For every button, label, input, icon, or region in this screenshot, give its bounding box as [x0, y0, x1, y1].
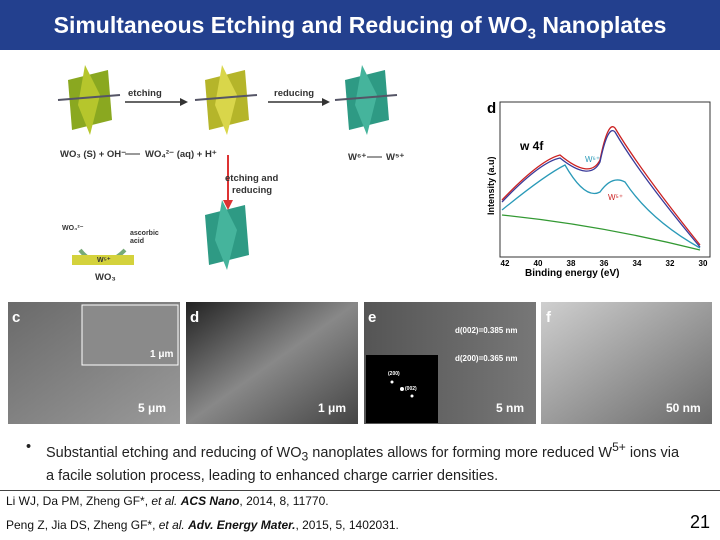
- scale-label: 50 nm: [666, 401, 701, 415]
- crystal: [194, 65, 258, 135]
- authors: Peng Z, Jia DS, Zheng GF*,: [6, 518, 159, 532]
- inset: [81, 304, 179, 366]
- scale-label: 5 nm: [496, 401, 524, 415]
- reference: Li WJ, Da PM, Zheng GF*, et al. ACS Nano…: [6, 494, 329, 508]
- reference: Peng Z, Jia DS, Zheng GF*, et al. Adv. E…: [6, 518, 399, 532]
- curve: [501, 130, 701, 248]
- x-tick-label: 38: [567, 259, 576, 268]
- scale-label: 1 μm: [150, 349, 173, 360]
- panel-letter: c: [12, 309, 20, 326]
- label: reducing: [274, 88, 314, 99]
- label: reducing: [232, 185, 272, 196]
- title-text: Nanoplates: [536, 12, 667, 38]
- text: nanoplates allows for forming more reduc…: [308, 444, 613, 461]
- label: WO₃: [95, 272, 116, 283]
- subscript: 3: [301, 449, 309, 464]
- spot: [390, 380, 394, 384]
- x-tick-label: 40: [534, 259, 543, 268]
- label: etching: [128, 88, 162, 99]
- label: d(002)=0.385 nm: [455, 326, 517, 335]
- label: w 4f: [519, 139, 544, 153]
- micrograph: [541, 302, 712, 424]
- scale-label: 1 μm: [318, 401, 346, 415]
- et-al: et al.: [151, 494, 178, 508]
- arrow-head: [223, 200, 233, 210]
- journal: Adv. Energy Mater.: [188, 518, 296, 532]
- x-tick-label: 36: [600, 259, 609, 268]
- label: W⁶⁺: [348, 152, 366, 163]
- label: ascorbic: [130, 230, 159, 237]
- x-ticks: 42 40 38 36 34 32 30: [501, 259, 708, 268]
- text: Substantial etching and reducing of WO: [46, 444, 302, 461]
- figure: etching reducing WO₃ (S) + OH⁻ WO₄²⁻ (aq…: [8, 65, 712, 424]
- panel-letter: e: [368, 309, 376, 326]
- scale-label: 5 μm: [138, 401, 166, 415]
- panel-letter: f: [546, 309, 552, 326]
- curve: [501, 214, 701, 251]
- spot: [400, 387, 404, 391]
- bullet-dot: •: [26, 439, 32, 455]
- page-number: 21: [690, 512, 711, 532]
- divider: [0, 490, 720, 491]
- crystal: [57, 65, 121, 135]
- x-tick-label: 34: [633, 259, 642, 268]
- details: , 2015, 5, 1402031.: [295, 518, 399, 532]
- label: WO₃ (S) + OH⁻: [60, 149, 126, 160]
- axis-label: Binding energy (eV): [525, 268, 619, 279]
- label: (002): [405, 386, 417, 392]
- title-subscript: 3: [527, 25, 537, 43]
- substrate: [72, 255, 134, 265]
- crystal: [205, 200, 249, 270]
- xps-plot: d w 4f Intensity (a.u) W⁶⁺ W⁵⁺ 42 40 38 36 3…: [486, 100, 711, 279]
- label: WO₄²⁻: [62, 225, 84, 232]
- label: W⁵⁺: [608, 193, 623, 202]
- title-text: Simultaneous Etching and Reducing of WO: [53, 12, 528, 38]
- label: d(200)=0.365 nm: [455, 354, 517, 363]
- x-tick-label: 32: [666, 259, 675, 268]
- spot: [410, 394, 414, 398]
- label: W⁵⁺: [386, 152, 404, 163]
- x-tick-label: 42: [501, 259, 510, 268]
- journal: ACS Nano: [180, 494, 240, 508]
- authors: Li WJ, Da PM, Zheng GF*,: [6, 494, 152, 508]
- details: , 2014, 8, 11770.: [239, 494, 329, 508]
- label: etching and: [225, 173, 279, 184]
- axes: [499, 101, 711, 258]
- crystal: [334, 65, 398, 135]
- axis-label: Intensity (a.u): [486, 156, 496, 215]
- label: WO₄²⁻ (aq) + H⁺: [145, 149, 217, 160]
- schematic: etching reducing WO₃ (S) + OH⁻ WO₄²⁻ (aq…: [57, 65, 404, 283]
- et-al: et al.: [158, 518, 185, 532]
- label: W⁵⁺: [97, 257, 111, 264]
- label: acid: [130, 238, 144, 245]
- x-tick-label: 30: [699, 259, 708, 268]
- arrow-head: [180, 98, 188, 106]
- panel-letter: d: [190, 309, 199, 326]
- panel-letter: d: [487, 100, 496, 117]
- title: Simultaneous Etching and Reducing of WO3…: [0, 0, 720, 50]
- curve: [501, 164, 701, 249]
- superscript: 5+: [612, 440, 626, 454]
- arrow-head: [322, 98, 330, 106]
- bullet: • Substantial etching and reducing of WO3…: [26, 438, 686, 486]
- micrograph: [186, 302, 358, 424]
- label: W⁶⁺: [585, 155, 600, 164]
- text: ions via a facile solution process, lead…: [46, 444, 680, 484]
- label: (200): [388, 371, 400, 377]
- micrographs: c 1 μm 5 μm d 1 μm e d(002)=0.385 nm d(2…: [8, 302, 712, 424]
